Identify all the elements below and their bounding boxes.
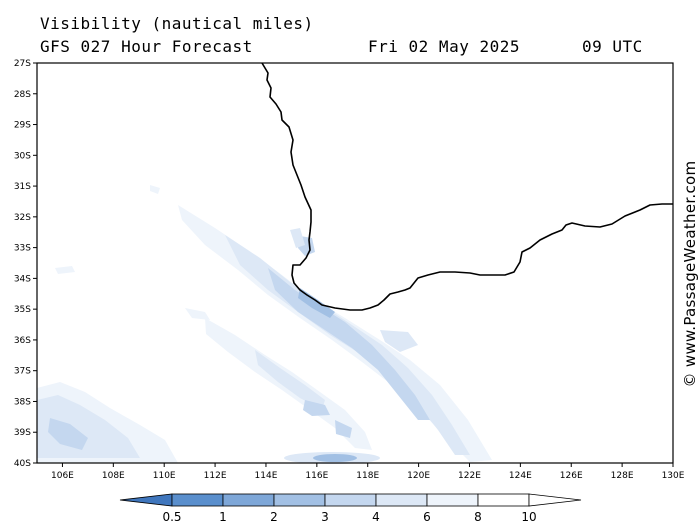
- longitude-label: 110E: [153, 471, 176, 481]
- latitude-label: 27S: [14, 59, 31, 69]
- longitude-label: 112E: [204, 471, 227, 481]
- colorbar-label: 0.5: [162, 510, 181, 524]
- colorbar-label: 6: [423, 510, 431, 524]
- colorbar-segment: [171, 493, 224, 507]
- visibility-patch-south2: [335, 420, 352, 438]
- longitude-label: 106E: [51, 471, 74, 481]
- latitude-label: 39S: [14, 428, 31, 438]
- visibility-patch-misc3: [185, 308, 210, 320]
- longitude-label: 120E: [407, 471, 430, 481]
- longitude-label: 116E: [305, 471, 328, 481]
- visibility-patch-cape: [290, 228, 305, 248]
- visibility-colorbar: 0.5 1 2 3 4 6 8 10: [119, 493, 582, 524]
- forecast-model-label: GFS 027 Hour Forecast: [40, 37, 253, 56]
- visibility-patch-south: [303, 400, 330, 416]
- visibility-patch-west: [55, 266, 75, 274]
- passageweather-credit: © www.PassageWeather.com: [681, 160, 699, 388]
- latitude-label: 30S: [14, 151, 31, 161]
- latitude-label: 33S: [14, 244, 31, 254]
- visibility-band-inner: [268, 268, 430, 420]
- map-title: Visibility (nautical miles): [40, 14, 314, 33]
- visibility-band-secondary-inner: [255, 350, 325, 410]
- colorbar-segment: [119, 493, 173, 507]
- colorbar-label: 8: [474, 510, 482, 524]
- latitude-label: 36S: [14, 336, 31, 346]
- map-frame: [36, 62, 674, 464]
- latitude-label: 38S: [14, 397, 31, 407]
- visibility-field: [37, 185, 492, 464]
- forecast-time: 09 UTC: [582, 37, 643, 56]
- longitude-label: 128E: [611, 471, 634, 481]
- latitude-label: 29S: [14, 121, 31, 131]
- colorbar-label: 1: [219, 510, 227, 524]
- colorbar-segment: [528, 493, 582, 507]
- colorbar-label: 10: [521, 510, 536, 524]
- longitude-label: 122E: [458, 471, 481, 481]
- visibility-patch-misc2: [380, 330, 418, 352]
- longitude-label: 118E: [356, 471, 379, 481]
- visibility-southwest-core: [48, 418, 88, 450]
- latitude-label: 35S: [14, 305, 31, 315]
- latitude-label: 28S: [14, 90, 31, 100]
- latitude-label: 32S: [14, 213, 31, 223]
- latitude-axis: 27S 28S 29S 30S 31S 32S 33S 34S 35S 36S 37S 38S 39S 4…: [14, 59, 37, 469]
- longitude-label: 114E: [255, 471, 278, 481]
- australia-coastline: [261, 62, 673, 311]
- colorbar-segment: [273, 493, 326, 507]
- colorbar-label: 2: [270, 510, 278, 524]
- map-panel: [37, 63, 673, 463]
- longitude-label: 124E: [509, 471, 532, 481]
- colorbar-segment: [222, 493, 275, 507]
- longitude-label: 108E: [102, 471, 125, 481]
- visibility-patch-misc1: [150, 185, 160, 194]
- colorbar-segment: [324, 493, 377, 507]
- latitude-label: 40S: [14, 459, 31, 469]
- colorbar-segment: [426, 493, 479, 507]
- colorbar-segment: [375, 493, 428, 507]
- longitude-axis: 106E 108E 110E 112E 114E 116E 118E 120E 122E 124E…: [51, 463, 685, 481]
- visibility-patch-bottom-core: [313, 454, 357, 462]
- latitude-label: 34S: [14, 274, 31, 284]
- longitude-label: 126E: [560, 471, 583, 481]
- colorbar-segment: [477, 493, 530, 507]
- longitude-label: 130E: [662, 471, 685, 481]
- colorbar-label: 4: [372, 510, 380, 524]
- latitude-label: 31S: [14, 182, 31, 192]
- forecast-date: Fri 02 May 2025: [368, 37, 520, 56]
- latitude-label: 37S: [14, 367, 31, 377]
- colorbar-label: 3: [321, 510, 329, 524]
